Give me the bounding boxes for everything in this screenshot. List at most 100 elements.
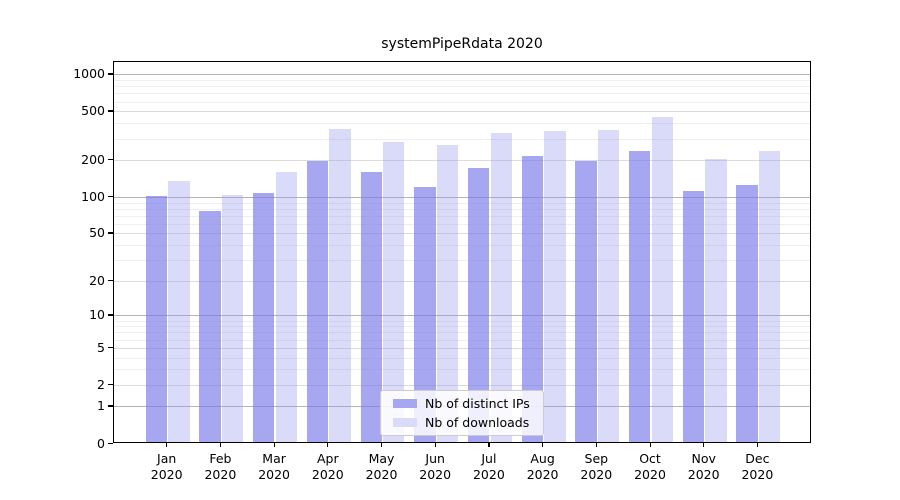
gridline-minor — [114, 138, 810, 140]
x-tick-label-aug: Aug 2020 — [515, 451, 571, 483]
bar-feb-distinct-ips — [199, 211, 221, 442]
chart-title: systemPipeRdata 2020 — [381, 36, 543, 52]
x-tick-label-year: 2020 — [687, 467, 720, 482]
x-tick-mark — [166, 443, 168, 447]
x-tick-label-year: 2020 — [741, 467, 774, 482]
x-tick-label-apr: Apr 2020 — [300, 451, 356, 483]
x-tick-mark — [273, 443, 275, 447]
x-tick-mark — [703, 443, 705, 447]
y-tick-mark — [108, 73, 113, 75]
gridline-minor — [114, 80, 810, 82]
x-tick-label-jan: Jan 2020 — [139, 451, 195, 483]
gridline-minor — [114, 93, 810, 95]
bar-dec-downloads — [759, 151, 781, 442]
legend-entry-distinct-ips: Nb of distinct IPs — [381, 396, 543, 411]
gridline-minor — [114, 245, 810, 247]
gridline-mid — [114, 280, 810, 282]
gridline-minor — [114, 326, 810, 328]
gridline-minor — [114, 215, 810, 217]
bar-jul-downloads — [490, 132, 512, 442]
y-tick-label: 10 — [89, 307, 105, 323]
y-tick-label: 20 — [89, 272, 105, 288]
bar-aug-distinct-ips — [521, 155, 543, 442]
x-tick-label-year: 2020 — [311, 467, 344, 482]
gridline-minor — [114, 260, 810, 262]
bar-apr-distinct-ips — [306, 160, 329, 442]
x-tick-label-year: 2020 — [634, 467, 666, 482]
x-tick-label-jul: Jul 2020 — [461, 451, 517, 483]
x-tick-label-may: May 2020 — [354, 451, 410, 483]
x-tick-mark — [542, 443, 544, 447]
x-tick-label-mar: Mar 2020 — [246, 451, 302, 483]
bar-sep-distinct-ips — [575, 160, 597, 442]
gridline-minor — [114, 123, 810, 125]
y-tick-label: 5 — [97, 339, 105, 355]
bar-oct-downloads — [651, 116, 673, 442]
y-tick-mark — [108, 314, 113, 316]
y-tick-label: 500 — [81, 103, 105, 119]
y-tick-label: 1 — [97, 398, 105, 414]
gridline-minor — [114, 223, 810, 225]
bar-apr-downloads — [329, 128, 351, 442]
gridline-mid — [114, 347, 810, 349]
gridline-minor — [114, 202, 810, 204]
gridline-major — [114, 196, 810, 198]
x-tick-label-feb: Feb 2020 — [192, 451, 248, 483]
legend-label-distinct-ips: Nb of distinct IPs — [425, 396, 530, 411]
plot-area — [113, 61, 811, 443]
y-tick-mark — [108, 195, 113, 198]
x-tick-label-sep: Sep 2020 — [568, 451, 624, 483]
x-tick-label-year: 2020 — [204, 467, 237, 482]
y-tick-mark — [108, 110, 113, 112]
y-tick-mark — [108, 383, 113, 385]
x-tick-label-year: 2020 — [419, 467, 452, 482]
y-tick-mark — [108, 405, 113, 407]
y-tick-label: 50 — [89, 225, 105, 241]
x-tick-mark — [649, 443, 651, 447]
bar-may-distinct-ips — [360, 171, 382, 442]
gridline-major — [114, 315, 810, 317]
y-tick-mark — [108, 279, 113, 282]
bar-mar-downloads — [275, 171, 298, 442]
legend-swatch-distinct-ips — [393, 399, 417, 408]
x-tick-mark — [595, 443, 597, 447]
x-tick-mark — [488, 443, 490, 447]
gridline-minor — [114, 208, 810, 210]
bar-nov-distinct-ips — [682, 191, 705, 442]
gridline-mid — [114, 233, 810, 235]
gridline-minor — [114, 86, 810, 88]
x-tick-label-year: 2020 — [472, 467, 505, 482]
gridline-minor — [114, 101, 810, 103]
x-tick-label-jun: Jun 2020 — [407, 451, 463, 483]
gridline-major — [114, 74, 810, 76]
gridline-mid — [114, 111, 810, 113]
x-tick-label-oct: Oct 2020 — [622, 451, 678, 483]
bar-nov-downloads — [705, 158, 727, 442]
bar-jun-distinct-ips — [414, 186, 436, 442]
y-tick-mark — [108, 159, 113, 161]
gridline-minor — [114, 339, 810, 341]
y-tick-label: 0 — [97, 435, 105, 451]
bar-mar-distinct-ips — [253, 192, 275, 442]
y-tick-mark — [108, 232, 113, 234]
gridline-mid — [114, 384, 810, 386]
x-tick-mark — [327, 443, 329, 447]
gridline-minor — [114, 357, 810, 359]
x-tick-mark — [381, 443, 383, 447]
x-tick-label-dec: Dec 2020 — [729, 451, 785, 483]
y-tick-label: 100 — [81, 188, 105, 204]
legend-swatch-downloads — [393, 418, 417, 427]
gridline-minor — [114, 369, 810, 371]
y-tick-label: 200 — [81, 152, 105, 168]
bar-may-downloads — [383, 142, 405, 442]
y-tick-label: 2 — [97, 376, 105, 392]
x-tick-label-year: 2020 — [150, 467, 183, 482]
x-tick-mark — [756, 443, 759, 447]
bar-aug-downloads — [544, 130, 566, 442]
legend-entry-downloads: Nb of downloads — [381, 415, 543, 430]
bar-feb-downloads — [222, 194, 244, 442]
x-tick-label-year: 2020 — [580, 467, 613, 482]
x-tick-label-year: 2020 — [258, 467, 290, 482]
bar-sep-downloads — [597, 129, 620, 442]
legend: Nb of distinct IPs Nb of downloads — [380, 390, 544, 436]
